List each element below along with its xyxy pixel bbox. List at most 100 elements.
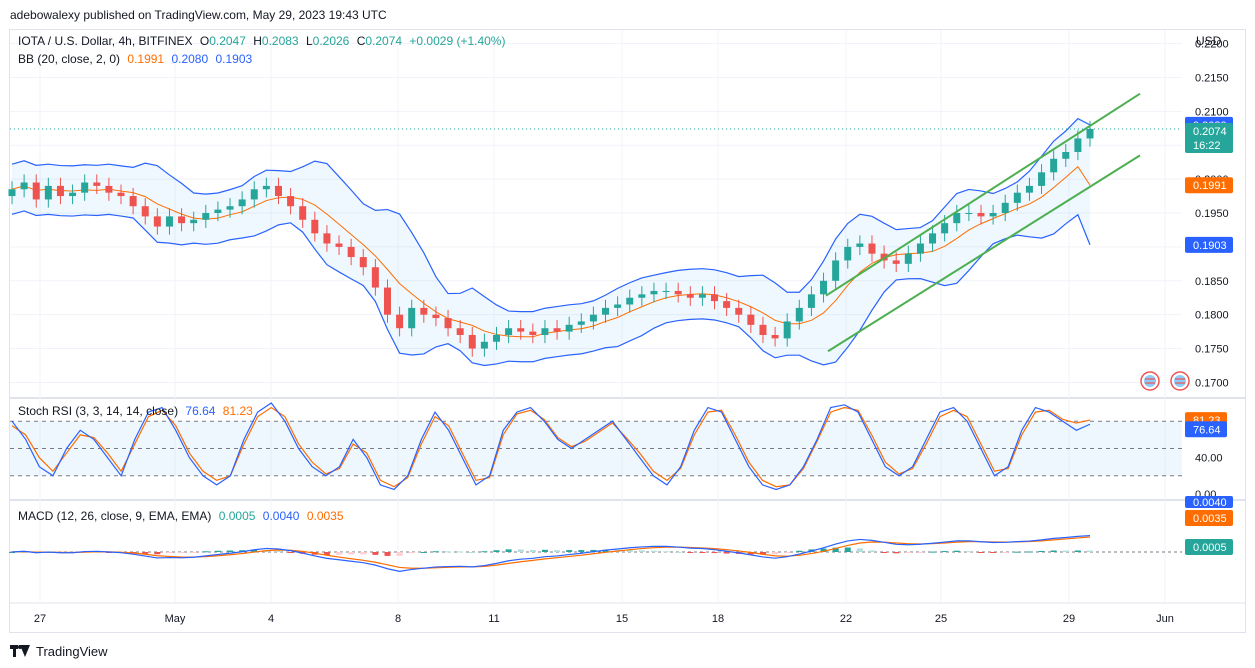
candle	[371, 267, 379, 288]
macd-histogram-bar	[759, 552, 766, 555]
macd-histogram-bar	[868, 550, 875, 552]
macd-histogram-bar	[796, 550, 803, 552]
macd-histogram-bar	[711, 552, 718, 554]
low-value: 0.2026	[312, 34, 350, 48]
macd-histogram-bar	[1026, 551, 1033, 553]
candle	[81, 182, 89, 193]
macd-histogram-bar	[457, 551, 464, 553]
macd-histogram-bar	[687, 552, 694, 553]
candle	[359, 257, 367, 268]
time-axis-label: 22	[840, 613, 852, 625]
macd-line-badge-text: 0.0040	[1193, 497, 1227, 509]
macd-histogram-bar	[372, 552, 379, 555]
macd-histogram-bar	[396, 552, 403, 556]
candle	[698, 294, 706, 298]
macd-histogram-bar	[772, 552, 779, 555]
macd-line-badge	[1185, 496, 1233, 508]
macd-histogram-bar	[893, 552, 900, 554]
candle	[783, 321, 791, 339]
candle	[929, 233, 937, 244]
macd-histogram-bar	[493, 550, 500, 552]
candle	[129, 196, 137, 207]
bb-label[interactable]: BB (20, close, 2, 0)	[18, 52, 121, 66]
macd-histogram-bar	[445, 551, 452, 553]
candle	[602, 307, 610, 315]
main-legend: IOTA / U.S. Dollar, 4h, BITFINEX O0.2047…	[18, 34, 509, 48]
macd-histogram-bar	[481, 551, 488, 553]
macd-histogram-bar	[1087, 550, 1093, 552]
candle	[420, 307, 428, 315]
candle	[347, 246, 355, 258]
macd-line-value: 0.0040	[262, 509, 300, 523]
bb-lower-line	[11, 210, 1091, 367]
macd-histogram-bar	[190, 552, 197, 553]
macd-histogram-bar	[1014, 551, 1021, 553]
candle	[1074, 138, 1082, 152]
price-axis-label: 0.2150	[1195, 72, 1229, 84]
stoch-axis-label: 40.00	[1195, 453, 1223, 465]
macd-signal-badge-text: 0.0035	[1193, 513, 1227, 525]
price-axis-label: 0.1850	[1195, 276, 1229, 288]
footer-brand-text: TradingView	[36, 643, 108, 659]
macd-hist-value: 0.0005	[218, 509, 256, 523]
macd-histogram-bar	[941, 551, 948, 553]
macd-histogram-bar	[384, 552, 391, 556]
macd-label[interactable]: MACD (12, 26, close, 9, EMA, EMA)	[18, 509, 212, 523]
macd-histogram-bar	[820, 548, 827, 552]
channel-lower-line	[827, 154, 1141, 353]
candle	[250, 189, 258, 200]
candle	[492, 335, 500, 342]
publisher-text: adebowalexy published on TradingView.com…	[10, 8, 387, 22]
macd-line	[11, 534, 1091, 572]
time-axis-label: 18	[712, 613, 724, 625]
candle	[626, 297, 634, 305]
macd-histogram-bar	[251, 549, 258, 552]
macd-histogram-bar	[166, 552, 173, 554]
macd-histogram-bar	[529, 549, 536, 552]
macd-histogram-bar	[432, 551, 439, 553]
tradingview-logo-icon	[10, 645, 30, 657]
macd-histogram-bar	[227, 550, 234, 552]
candle	[686, 294, 694, 298]
macd-histogram-bar	[239, 550, 246, 552]
candle	[795, 307, 803, 322]
low-label: L	[305, 34, 313, 48]
time-axis-label: 11	[488, 613, 499, 625]
macd-histogram-bar	[747, 552, 754, 555]
bb-lower-value: 0.1903	[215, 52, 253, 66]
time-axis-label: 4	[268, 613, 274, 625]
macd-histogram-bar	[275, 551, 282, 553]
candle	[274, 185, 282, 197]
channel-upper-line	[825, 92, 1141, 297]
candle	[892, 260, 900, 264]
macd-histogram-bar	[1002, 552, 1009, 553]
bb-upper-value: 0.2080	[171, 52, 209, 66]
macd-histogram-bar	[348, 552, 355, 555]
macd-histogram-bar	[154, 552, 161, 555]
candle	[432, 314, 440, 319]
bb-lower-badge	[1185, 236, 1233, 253]
candle	[723, 301, 731, 308]
price-axis-label: 0.1750	[1195, 344, 1229, 356]
macd-histogram-bar	[917, 552, 924, 553]
price-axis-label: 0.2100	[1195, 106, 1229, 118]
macd-histogram-bar	[469, 551, 476, 553]
candle	[1050, 158, 1058, 173]
candle	[311, 219, 319, 234]
candle	[153, 216, 161, 227]
stoch-label[interactable]: Stoch RSI (3, 3, 14, 14, close)	[18, 404, 179, 418]
currency-label[interactable]: USD	[1196, 34, 1222, 48]
candle	[408, 307, 416, 329]
macd-hist-badge	[1185, 539, 1233, 555]
macd-histogram-bar	[541, 549, 548, 552]
candle	[614, 304, 622, 308]
macd-histogram-bar	[1038, 550, 1045, 552]
symbol-label[interactable]: IOTA / U.S. Dollar, 4h, BITFINEX	[18, 34, 193, 48]
macd-histogram-bar	[505, 549, 512, 552]
high-label: H	[253, 34, 262, 48]
candle	[638, 294, 646, 298]
footer-brand[interactable]: TradingView	[10, 641, 108, 661]
macd-histogram-bar	[1062, 550, 1069, 552]
time-axis-label: 25	[935, 613, 947, 625]
